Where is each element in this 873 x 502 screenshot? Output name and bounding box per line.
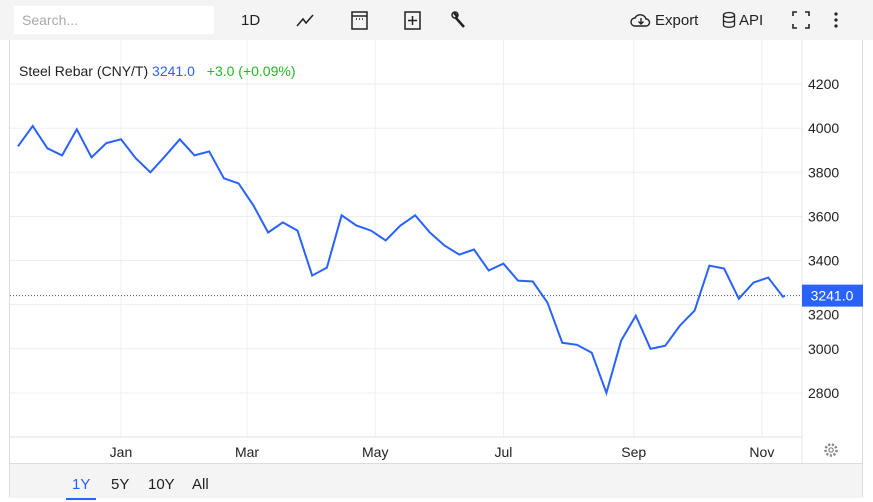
- y-tick-label: 4200: [808, 76, 839, 92]
- range-5y[interactable]: 5Y: [111, 476, 130, 493]
- price-chart: 2800 3000 3200 3400 3600 3800 4000 4200 Jan Mar Ma…: [10, 40, 863, 463]
- legend-price: 3241.0: [152, 63, 195, 79]
- instrument-name: Steel Rebar (CNY/T): [19, 63, 149, 79]
- api-label: API: [739, 11, 764, 29]
- x-tick-label: Jan: [110, 444, 133, 460]
- add-indicator-button[interactable]: [403, 9, 423, 31]
- y-tick-label: 3000: [808, 341, 839, 357]
- chart-settings-button[interactable]: [824, 443, 838, 457]
- chart-type-button[interactable]: [295, 9, 315, 31]
- range-1y[interactable]: 1Y: [66, 476, 97, 500]
- api-button[interactable]: API: [722, 9, 763, 31]
- x-tick-label: Jul: [494, 444, 512, 460]
- y-tick-label: 2800: [808, 385, 839, 401]
- cloud-download-icon: [630, 14, 651, 27]
- x-tick-label: Nov: [749, 444, 774, 460]
- export-button[interactable]: Export: [630, 9, 698, 31]
- more-button[interactable]: [832, 9, 840, 31]
- calendar-icon: [351, 11, 368, 30]
- gear-icon: [824, 443, 838, 457]
- fullscreen-icon: [792, 11, 810, 29]
- y-tick-label: 3200: [808, 307, 839, 323]
- last-price-badge: [802, 284, 863, 307]
- wrench-icon: [451, 11, 465, 28]
- y-tick-label: 3400: [808, 253, 839, 269]
- x-tick-label: Sep: [621, 444, 646, 460]
- database-icon: [722, 11, 736, 28]
- settings-tools-button[interactable]: [450, 9, 470, 31]
- series-line: [17, 124, 786, 397]
- last-price-label: 3241.0: [811, 288, 854, 304]
- export-label: Export: [655, 11, 699, 29]
- toolbar: 1D Export API: [0, 0, 873, 40]
- date-range-button[interactable]: [350, 9, 370, 31]
- line-chart-icon: [296, 14, 314, 27]
- y-tick-label: 3600: [808, 208, 839, 224]
- range-bar: 1Y 5Y 10Y All: [10, 463, 862, 500]
- range-10y[interactable]: 10Y: [148, 476, 175, 493]
- add-icon: [404, 11, 421, 30]
- fullscreen-button[interactable]: [791, 9, 811, 31]
- y-tick-label: 3800: [808, 164, 839, 180]
- search-input[interactable]: [14, 6, 214, 34]
- y-tick-label: 4000: [808, 120, 839, 136]
- range-all[interactable]: All: [192, 476, 209, 493]
- chart-legend: Steel Rebar (CNY/T) 3241.0 +3.0 (+0.09%): [19, 63, 296, 79]
- more-vertical-icon: [834, 12, 838, 28]
- x-tick-label: May: [362, 444, 388, 460]
- legend-change: +3.0 (+0.09%): [206, 63, 296, 79]
- interval-button[interactable]: 1D: [241, 11, 261, 29]
- x-tick-label: Mar: [235, 444, 259, 460]
